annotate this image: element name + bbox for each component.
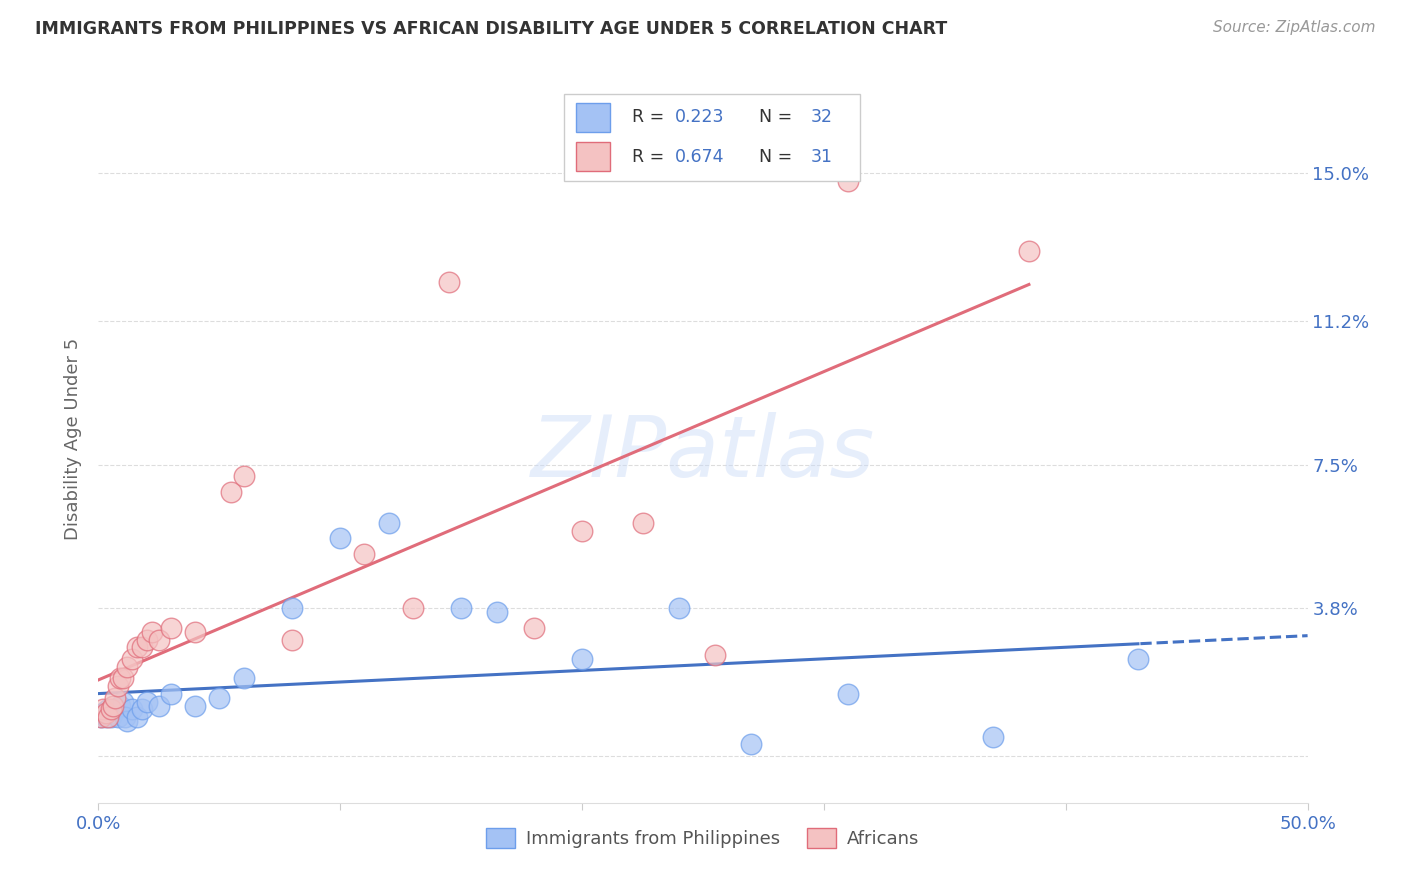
Point (160, 621, 183, 635)
Text: ZIPatlas: ZIPatlas (531, 412, 875, 495)
Point (281, 601, 304, 615)
Point (91, 706, 114, 721)
Text: IMMIGRANTS FROM PHILIPPINES VS AFRICAN DISABILITY AGE UNDER 5 CORRELATION CHART: IMMIGRANTS FROM PHILIPPINES VS AFRICAN D… (35, 20, 948, 37)
Point (104, 702, 127, 716)
Point (104, 690, 127, 705)
Text: N =: N = (748, 148, 797, 166)
Point (148, 698, 170, 713)
Point (111, 672, 134, 686)
Point (486, 605, 509, 619)
Point (131, 640, 153, 655)
Point (631, 516, 654, 530)
Point (117, 659, 139, 673)
Point (107, 679, 129, 693)
Y-axis label: Disability Age Under 5: Disability Age Under 5 (65, 338, 83, 541)
Point (121, 652, 143, 666)
Legend: Immigrants from Philippines, Africans: Immigrants from Philippines, Africans (479, 822, 927, 855)
Point (90, 710, 112, 724)
Point (450, 601, 472, 615)
Point (1018, 244, 1040, 258)
Point (107, 710, 129, 724)
Point (571, 652, 593, 666)
Text: R =: R = (631, 148, 669, 166)
Point (232, 672, 254, 686)
Text: N =: N = (748, 108, 797, 126)
Point (1128, 652, 1150, 666)
Point (121, 702, 143, 716)
Point (97, 702, 120, 716)
Point (837, 687, 859, 701)
Point (437, 275, 460, 289)
Point (114, 710, 136, 724)
Point (208, 690, 231, 705)
Bar (576, 103, 610, 132)
Bar (576, 142, 610, 171)
Point (281, 632, 304, 647)
Point (100, 710, 122, 724)
Point (221, 484, 243, 499)
Point (100, 702, 122, 716)
Point (740, 738, 762, 752)
Point (353, 547, 375, 561)
Point (101, 706, 124, 721)
Point (329, 532, 352, 546)
Point (101, 698, 124, 713)
Point (184, 624, 207, 639)
Text: R =: R = (631, 108, 669, 126)
Point (135, 695, 157, 709)
Point (837, 174, 859, 188)
Point (668, 601, 690, 615)
Point (981, 730, 1004, 744)
Point (111, 695, 134, 709)
Text: Source: ZipAtlas.com: Source: ZipAtlas.com (1212, 20, 1375, 35)
Point (131, 702, 153, 716)
FancyBboxPatch shape (564, 94, 860, 181)
Text: 0.674: 0.674 (675, 148, 724, 166)
Point (141, 624, 163, 639)
Point (90, 710, 112, 724)
Point (184, 698, 207, 713)
Point (148, 632, 170, 647)
Text: 0.223: 0.223 (675, 108, 724, 126)
Point (571, 524, 593, 538)
Point (127, 640, 149, 655)
Point (704, 648, 727, 662)
Point (127, 710, 149, 724)
Point (108, 698, 131, 713)
Point (94, 710, 117, 724)
Point (117, 714, 139, 728)
Text: 32: 32 (811, 108, 832, 126)
Point (97, 710, 120, 724)
Point (232, 469, 254, 483)
Point (94, 706, 117, 721)
Point (108, 672, 131, 686)
Text: 31: 31 (811, 148, 832, 166)
Point (377, 516, 399, 530)
Point (160, 687, 183, 701)
Point (523, 621, 546, 635)
Point (135, 632, 157, 647)
Point (91, 702, 114, 716)
Point (402, 601, 425, 615)
